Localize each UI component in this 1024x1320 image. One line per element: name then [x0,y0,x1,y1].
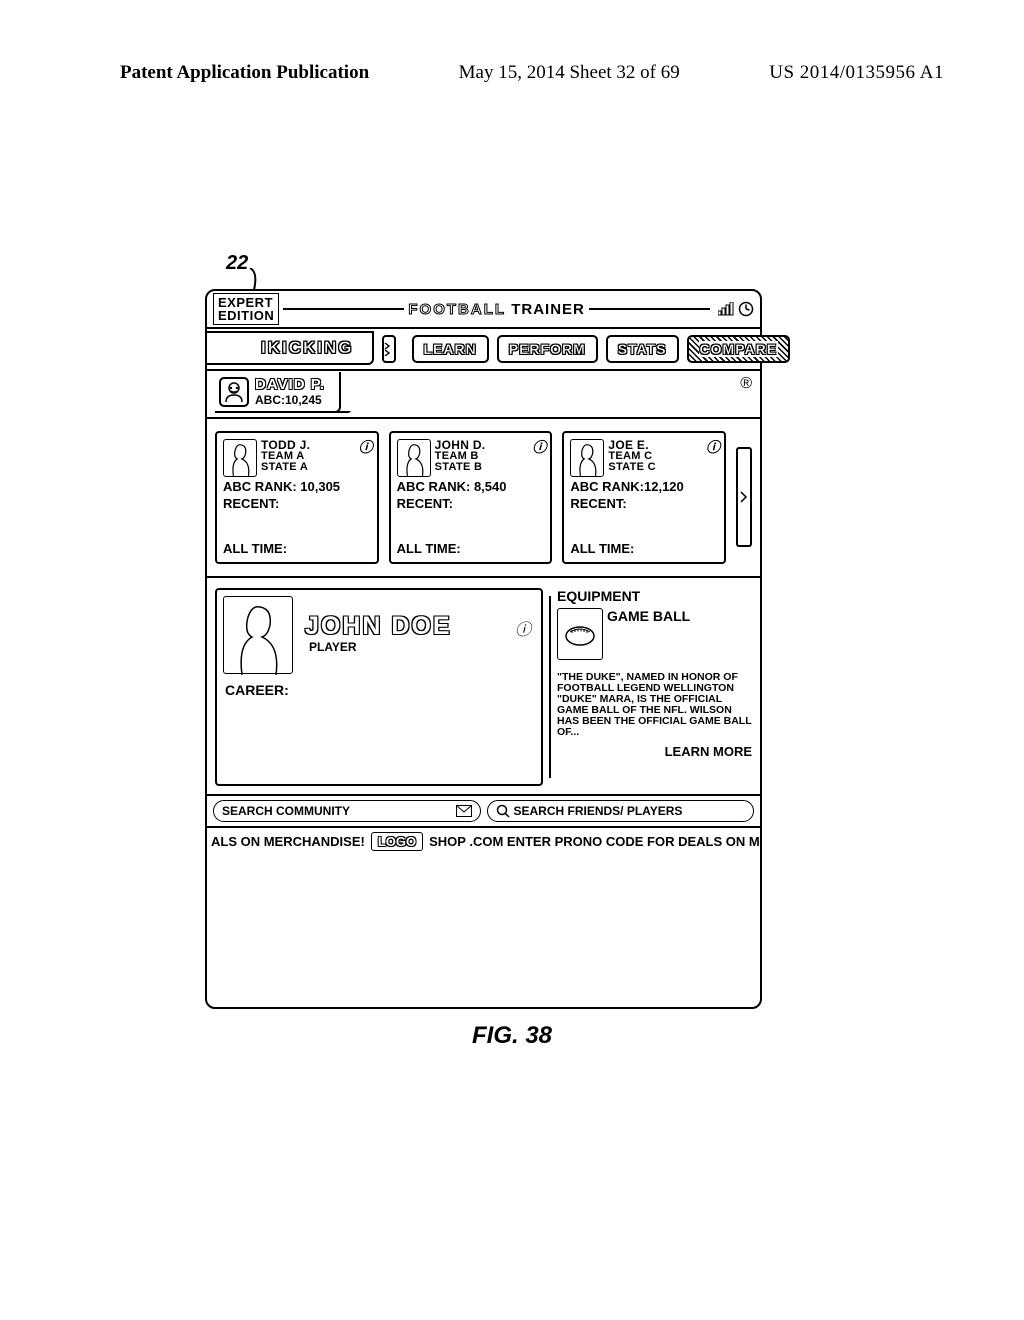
search-row: SEARCH COMMUNITY SEARCH FRIENDS/ PLAYERS [207,796,760,828]
edition-badge: EXPERT EDITION [213,293,279,325]
detail-player-name: JOHN DOE [305,612,452,641]
search-icon [496,804,510,818]
chevron-right-icon [384,342,394,356]
info-icon[interactable]: ⓘ [515,616,531,640]
current-user-tile[interactable]: DAVID P. ABC:10,245 [215,372,341,413]
card1-team: TEAM A [261,451,310,462]
sport-mode-tab[interactable]: IKICKING [207,331,374,365]
title-rule-left [283,308,404,310]
search-community-field[interactable]: SEARCH COMMUNITY [213,800,481,822]
equipment-item-name: GAME BALL [607,608,690,624]
registered-icon: ® [740,375,752,393]
detail-player-role: PLAYER [309,640,357,654]
nav-compare-button[interactable]: COMPARE [687,335,791,363]
figure-label-text: FIG. 38 [472,1022,552,1049]
page-header: Patent Application Publication May 15, 2… [120,62,944,84]
card1-recent: RECENT: [223,496,371,511]
card2-alltime: ALL TIME: [397,541,545,556]
card3-recent: RECENT: [570,496,718,511]
pub-label: Patent Application Publication [120,62,369,84]
sport-mode-label: IKICKING [261,338,354,358]
card1-alltime: ALL TIME: [223,541,371,556]
nav-learn-button[interactable]: LEARN [412,335,489,363]
card2-team: TEAM B [435,451,486,462]
compare-card-3[interactable]: ⓘ JOE E. TEAM C STATE C ABC RANK:12,120 … [562,431,726,564]
device-frame: EXPERT EDITION FOOTBALL TRAINER IKICKING… [205,289,762,1009]
chevron-right-icon [740,491,748,503]
cards-scroll-right-button[interactable] [736,447,752,547]
equipment-title: EQUIPMENT [557,588,752,604]
card3-rank: ABC RANK:12,120 [570,479,718,494]
nav-perform-label: PERFORM [509,341,586,357]
title-bar: EXPERT EDITION FOOTBALL TRAINER [207,291,760,327]
search-friends-field[interactable]: SEARCH FRIENDS/ PLAYERS [487,800,755,822]
compare-card-2[interactable]: ⓘ JOHN D. TEAM B STATE B ABC RANK: 8,540… [389,431,553,564]
pub-date-sheet: May 15, 2014 Sheet 32 of 69 [459,62,680,84]
title-rule-right [589,308,710,310]
learn-more-link[interactable]: LEARN MORE [557,744,752,759]
card3-team: TEAM C [608,451,656,462]
card2-state: STATE B [435,462,486,473]
nav-stats-button[interactable]: STATS [606,335,679,363]
nav-stats-label: STATS [618,341,667,357]
current-user-name: DAVID P. [255,376,325,393]
current-user-score: ABC:10,245 [255,393,325,407]
nav-compare-label: COMPARE [699,341,779,357]
card2-recent: RECENT: [397,496,545,511]
player-detail-row: JOHN DOE PLAYER ⓘ CAREER: EQUIPMENT GAME… [207,578,760,796]
football-icon [557,608,603,660]
user-avatar-icon [219,377,249,407]
player-silhouette-icon [223,439,257,477]
app-title: FOOTBALL TRAINER [408,301,585,318]
search-friends-label: SEARCH FRIENDS/ PLAYERS [514,804,683,818]
info-icon[interactable]: ⓘ [532,437,546,457]
sport-mode-next-button[interactable] [382,335,396,363]
card3-alltime: ALL TIME: [570,541,718,556]
vertical-separator [549,596,551,778]
career-label: CAREER: [225,682,289,698]
signal-icon [718,302,736,316]
equipment-description: "THE DUKE", NAMED IN HONOR OF FOOTBALL L… [557,672,752,738]
player-large-silhouette-icon [223,596,293,674]
compare-card-1[interactable]: ⓘ TODD J. TEAM A STATE A ABC RANK: 10,30… [215,431,379,564]
current-user-bar: DAVID P. ABC:10,245 ® [207,369,760,419]
info-icon[interactable]: ⓘ [359,437,373,457]
promo-ticker: ALS ON MERCHANDISE! LOGO SHOP .COM ENTER… [207,828,760,856]
ticker-mid: SHOP .COM ENTER PRONO CODE FOR DEALS ON … [429,834,760,849]
equipment-panel: EQUIPMENT GAME BALL "THE DUKE", NAMED IN… [557,588,752,786]
card2-rank: ABC RANK: 8,540 [397,479,545,494]
ticker-pre: ALS ON MERCHANDISE! [211,834,365,849]
figure-label: FIG. 38 [0,1022,1024,1050]
card3-name: JOE E. [608,439,656,451]
card1-name: TODD J. [261,439,310,451]
nav-row: IKICKING LEARN PERFORM STATS COMPARE [207,327,760,371]
player-silhouette-icon [570,439,604,477]
card1-rank: ABC RANK: 10,305 [223,479,371,494]
edition-line2: EDITION [218,309,274,322]
clock-icon [738,301,754,317]
player-silhouette-icon [397,439,431,477]
card3-state: STATE C [608,462,656,473]
card1-state: STATE A [261,462,310,473]
search-community-label: SEARCH COMMUNITY [222,804,350,818]
info-icon[interactable]: ⓘ [706,437,720,457]
ticker-logo-chip-1: LOGO [371,832,423,851]
compare-cards-row: ⓘ TODD J. TEAM A STATE A ABC RANK: 10,30… [207,419,760,578]
status-icons [718,301,754,317]
app-title-word2: TRAINER [511,301,585,318]
pub-number: US 2014/0135956 A1 [769,62,944,84]
card2-name: JOHN D. [435,439,486,451]
app-title-word1: FOOTBALL [408,301,506,318]
nav-perform-button[interactable]: PERFORM [497,335,598,363]
nav-learn-label: LEARN [424,341,477,357]
player-detail-panel: JOHN DOE PLAYER ⓘ CAREER: [215,588,543,786]
mail-icon [456,805,472,817]
